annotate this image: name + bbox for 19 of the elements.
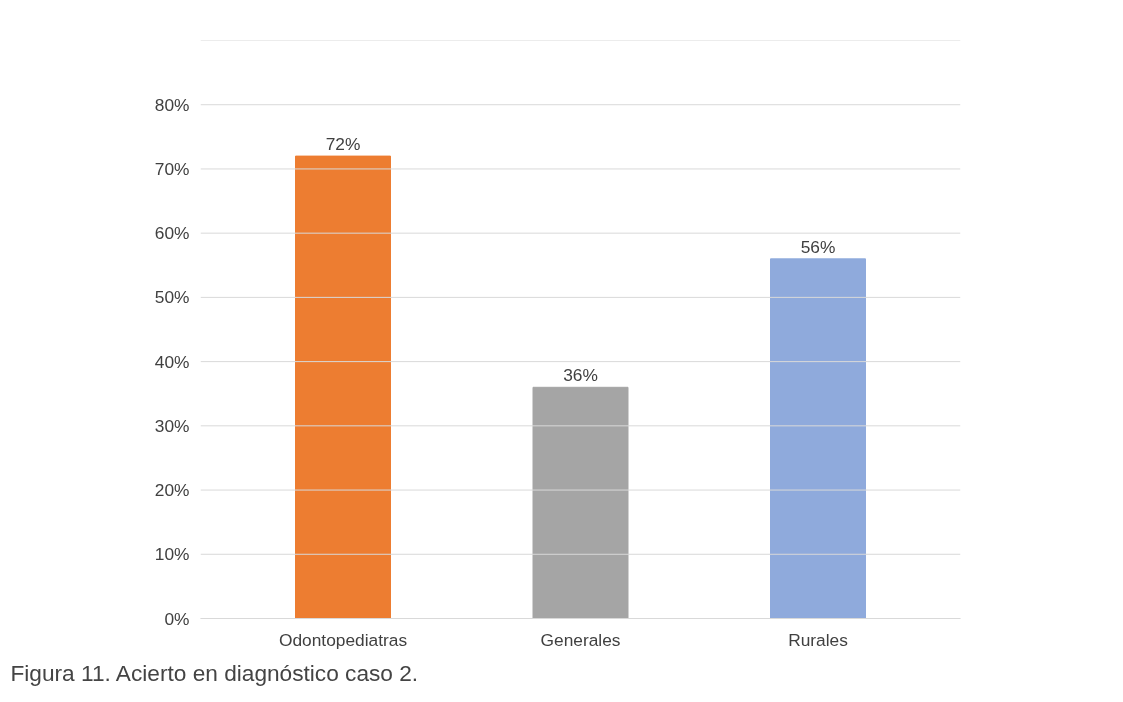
text: Figura 11. Acierto en diagnóstico caso 2. (10, 659, 419, 686)
bar (532, 386, 629, 619)
data-label: 72% (325, 134, 361, 155)
y-tick-label: 40% (154, 351, 190, 372)
x-tick-label: Odontopediatras (278, 629, 408, 650)
y-tick-label: 30% (154, 415, 190, 436)
y-tick-label: 0% (164, 608, 190, 629)
y-tick-label: 70% (154, 158, 190, 179)
y-tick-label: 50% (154, 287, 190, 308)
y-tick-label: 10% (154, 544, 190, 565)
y-tick-label: 80% (154, 94, 190, 115)
x-tick-label: Generales (540, 629, 621, 650)
y-tick-label: 20% (154, 480, 190, 501)
bar (295, 155, 391, 619)
data-label: 56% (800, 236, 836, 257)
bar (770, 258, 866, 619)
y-tick-label: 60% (154, 223, 190, 244)
data-label: 36% (563, 365, 598, 386)
x-tick-label: Rurales (788, 629, 849, 650)
